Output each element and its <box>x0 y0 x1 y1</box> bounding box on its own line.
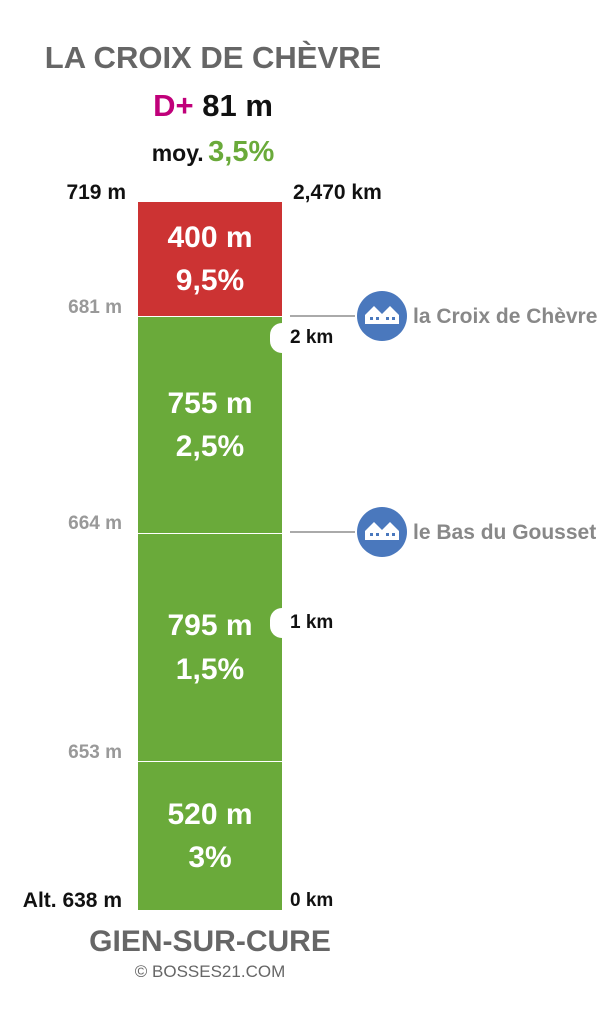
altitude: 653 m <box>68 742 122 763</box>
km-marker: 0 km <box>290 890 334 911</box>
segment: 795 m 1,5% <box>138 533 282 761</box>
km-marker: 1 km <box>290 612 334 633</box>
credit: © BOSSES21.COM <box>134 962 286 981</box>
top-altitude: 719 m <box>66 181 126 204</box>
segment-grade: 2,5% <box>175 430 245 463</box>
segment-length: 520 m <box>167 797 253 831</box>
average-value: 3,5% <box>208 136 275 168</box>
altitude: 681 m <box>68 297 122 318</box>
segment: 400 m 9,5% <box>138 202 282 316</box>
leader-line <box>290 315 355 317</box>
place-name: la Croix de Chèvre <box>413 305 598 328</box>
segment-length: 795 m <box>167 609 253 642</box>
km-notch <box>270 608 294 638</box>
altitude: 664 m <box>68 513 122 534</box>
segment-grade: 3% <box>188 841 232 874</box>
start-name: GIEN-SUR-CURE <box>89 925 331 958</box>
segment: 755 m 2,5% <box>138 316 282 533</box>
village-icon <box>357 291 407 341</box>
base-altitude: Alt. 638 m <box>22 889 122 912</box>
place-name: le Bas du Gousset <box>413 521 597 544</box>
km-marker: 2 km <box>290 327 334 348</box>
title: LA CROIX DE CHÈVRE <box>44 40 382 75</box>
segment-length: 400 m <box>167 220 253 254</box>
segment-grade: 1,5% <box>175 652 245 686</box>
gain-label: D+ <box>153 88 194 123</box>
gain-value: 81 m <box>202 88 273 123</box>
top-distance: 2,470 km <box>293 181 382 204</box>
average: moy. 3,5% <box>152 138 275 167</box>
gain: D+ 81 m <box>153 90 273 121</box>
village-icon <box>357 507 407 557</box>
km-notch <box>270 323 294 353</box>
segment-grade: 9,5% <box>175 264 245 297</box>
average-label: moy. <box>151 140 204 166</box>
leader-line <box>290 531 355 533</box>
segment-length: 755 m <box>167 386 253 420</box>
segment: 520 m 3% <box>138 761 282 910</box>
